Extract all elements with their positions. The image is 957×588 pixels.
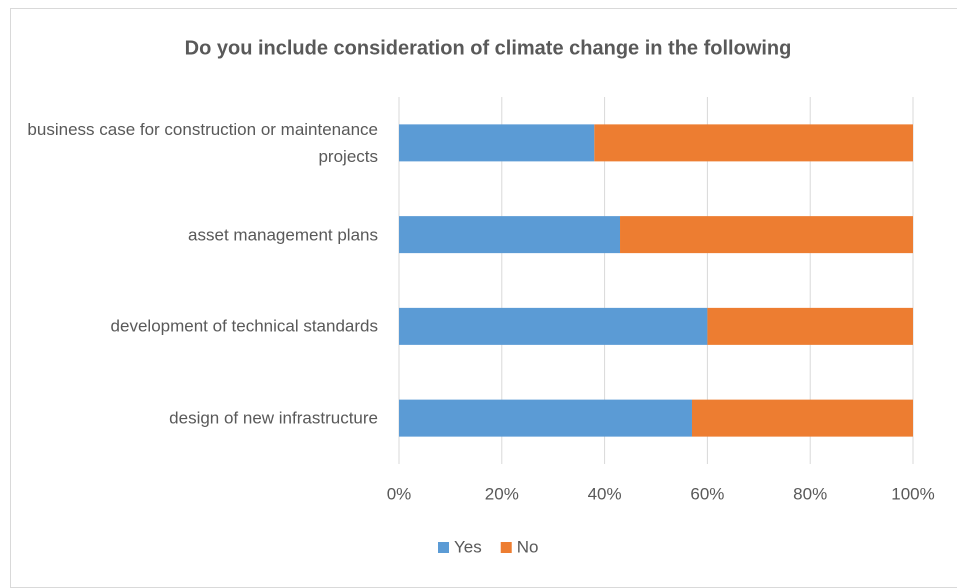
category-label: business case for construction or mainte…	[27, 119, 378, 166]
legend-label: No	[517, 537, 539, 556]
legend-swatch	[500, 542, 512, 553]
category-label: design of new infrastructure	[169, 408, 378, 428]
bar-segment	[399, 399, 692, 437]
category-label: development of technical standards	[110, 316, 378, 336]
x-tick-label: 0%	[387, 484, 412, 503]
legend-label: Yes	[454, 537, 482, 556]
x-tick-label: 20%	[485, 484, 519, 503]
x-tick-label: 60%	[690, 484, 724, 503]
bar-segment	[399, 216, 621, 254]
chart-title: Do you include consideration of climate …	[185, 37, 792, 59]
x-tick-label: 100%	[891, 484, 934, 503]
legend-swatch	[438, 542, 449, 553]
x-tick-label: 40%	[588, 484, 622, 503]
bar-segment	[399, 307, 708, 345]
x-tick-label: 80%	[793, 484, 827, 503]
bar-segment	[691, 399, 913, 437]
bar-segment	[620, 216, 913, 254]
category-label: asset management plans	[188, 225, 378, 245]
bar-segment	[399, 124, 595, 162]
bar-segment	[594, 124, 913, 162]
bar-segment	[707, 307, 913, 345]
